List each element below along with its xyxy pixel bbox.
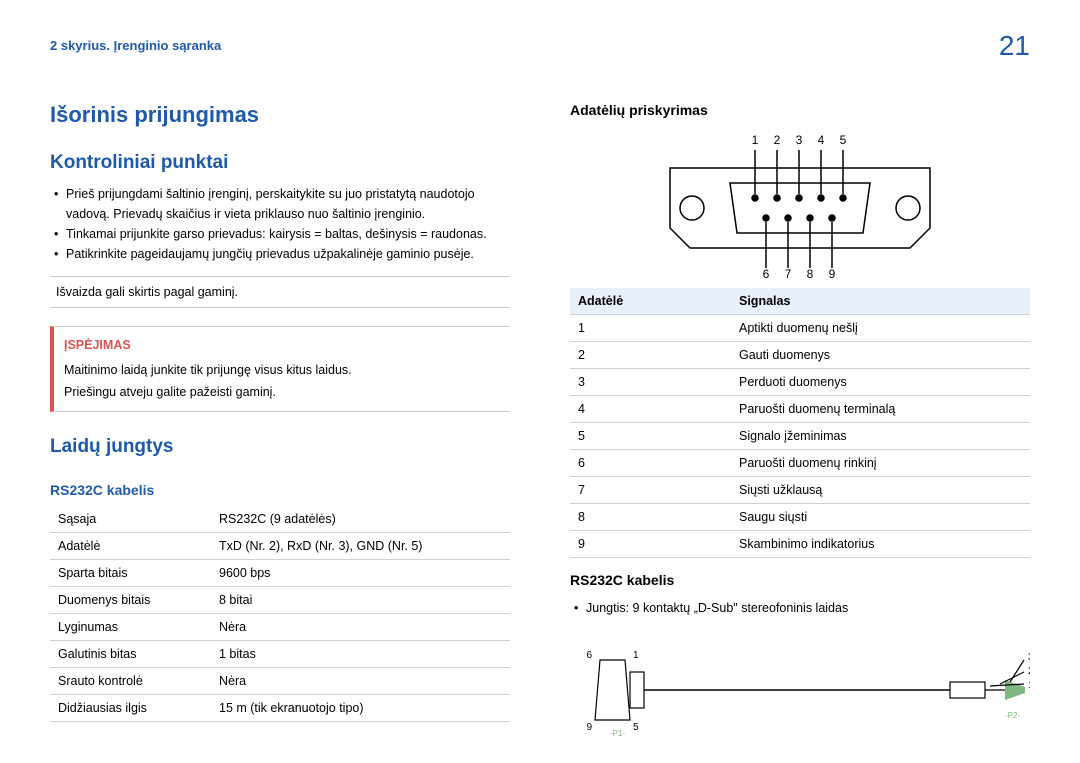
right-column: Adatėlių priskyrimas [570,102,1030,743]
table-row: 4Paruošti duomenų terminalą [570,396,1030,423]
pin-label: 1 [752,133,759,147]
table-cell: Gauti duomenys [731,342,1030,369]
table-cell: 9 [570,531,731,558]
table-cell: Skambinimo indikatorius [731,531,1030,558]
table-cell: Paruošti duomenų rinkinį [731,450,1030,477]
table-row: 5Signalo įžeminimas [570,423,1030,450]
page-number: 21 [999,30,1030,62]
table-cell: Lyginumas [50,613,211,640]
section-heading-cables: Laidų jungtys [50,436,510,458]
heading-rs232c-cable: RS232C kabelis [570,572,1030,588]
table-row: Duomenys bitais8 bitai [50,586,510,613]
cable-label: 2 [1028,666,1030,677]
cable-label: 3 [1028,652,1030,663]
warning-box: ĮSPĖJIMAS Maitinimo laidą junkite tik pr… [50,326,510,412]
warning-line: Priešingu atveju galite pažeisti gaminį. [64,382,500,403]
table-cell: 5 [570,423,731,450]
pin-label: 6 [763,267,770,278]
table-row: Srauto kontrolėNėra [50,667,510,694]
table-row: SąsajaRS232C (9 adatėlės) [50,506,510,533]
table-cell: 3 [570,369,731,396]
table-cell: Aptikti duomenų nešlį [731,315,1030,342]
left-column: Išorinis prijungimas Kontroliniai punkta… [50,102,510,743]
table-cell: 1 [570,315,731,342]
bullet-item: Prieš prijungdami šaltinio įrenginį, per… [50,184,510,224]
spec-table: SąsajaRS232C (9 adatėlės)AdatėlėTxD (Nr.… [50,506,510,722]
pin-table-header: Signalas [731,288,1030,315]
control-bullets: Prieš prijungdami šaltinio įrenginį, per… [50,184,510,264]
table-row: 1Aptikti duomenų nešlį [570,315,1030,342]
table-cell: 8 [570,504,731,531]
table-cell: 15 m (tik ekranuotojo tipo) [211,694,510,721]
cable-label: 9 [586,722,592,733]
table-cell: Siųsti užklausą [731,477,1030,504]
table-row: AdatėlėTxD (Nr. 2), RxD (Nr. 3), GND (Nr… [50,532,510,559]
pin-label: 7 [785,267,792,278]
table-row: Didžiausias ilgis15 m (tik ekranuotojo t… [50,694,510,721]
table-row: Sparta bitais9600 bps [50,559,510,586]
table-cell: Signalo įžeminimas [731,423,1030,450]
bullet-item: Patikrinkite pageidaujamų jungčių prieva… [50,244,510,264]
table-cell: Duomenys bitais [50,586,211,613]
pin-label: 8 [807,267,814,278]
table-cell: Didžiausias ilgis [50,694,211,721]
dsub-connector-diagram: 1 2 3 4 5 6 7 8 9 [630,128,970,278]
pin-table: Adatėlė Signalas 1Aptikti duomenų nešlį2… [570,288,1030,558]
table-row: 6Paruošti duomenų rinkinį [570,450,1030,477]
table-cell: 7 [570,477,731,504]
table-cell: TxD (Nr. 2), RxD (Nr. 3), GND (Nr. 5) [211,532,510,559]
bullet-item: Jungtis: 9 kontaktų „D-Sub" stereofonini… [570,598,1030,618]
page-title: Išorinis prijungimas [50,102,510,128]
table-cell: Nėra [211,613,510,640]
section-heading-control: Kontroliniai punktai [50,152,510,174]
cable-label: 1 [1028,680,1030,691]
bullet-item: Tinkamai prijunkite garso prievadus: kai… [50,224,510,244]
pin-label: 3 [796,133,803,147]
table-row: 3Perduoti duomenys [570,369,1030,396]
table-cell: Sąsaja [50,506,211,533]
table-cell: Paruošti duomenų terminalą [731,396,1030,423]
cable-diagram: 6 1 9 5 3 2 1 -P1- -P2- [570,640,1030,740]
pin-label: 4 [818,133,825,147]
table-cell: 8 bitai [211,586,510,613]
page-header: 2 skyrius. Įrenginio sąranka 21 [50,30,1030,62]
cable-label: 5 [633,722,639,733]
cable-label: 1 [633,650,639,661]
table-cell: 9600 bps [211,559,510,586]
table-cell: Perduoti duomenys [731,369,1030,396]
table-row: LyginumasNėra [50,613,510,640]
warning-title: ĮSPĖJIMAS [64,335,500,356]
table-cell: 2 [570,342,731,369]
p2-label: -P2- [1005,711,1020,720]
cable-label: 6 [586,650,592,661]
pin-label: 5 [840,133,847,147]
table-cell: Saugu siųsti [731,504,1030,531]
warning-line: Maitinimo laidą junkite tik prijungę vis… [64,360,500,381]
subheading-rs232c: RS232C kabelis [50,482,510,498]
breadcrumb: 2 skyrius. Įrenginio sąranka [50,38,221,53]
pin-label: 2 [774,133,781,147]
note-box: Išvaizda gali skirtis pagal gaminį. [50,276,510,308]
p1-label: -P1- [610,729,625,738]
table-cell: 1 bitas [211,640,510,667]
pin-label: 9 [829,267,836,278]
table-row: 2Gauti duomenys [570,342,1030,369]
heading-pin-assignment: Adatėlių priskyrimas [570,102,1030,118]
table-cell: Galutinis bitas [50,640,211,667]
table-row: 7Siųsti užklausą [570,477,1030,504]
table-row: Galutinis bitas1 bitas [50,640,510,667]
pin-table-header: Adatėlė [570,288,731,315]
table-cell: 6 [570,450,731,477]
table-cell: Srauto kontrolė [50,667,211,694]
table-cell: Adatėlė [50,532,211,559]
table-cell: 4 [570,396,731,423]
table-cell: Nėra [211,667,510,694]
table-cell: Sparta bitais [50,559,211,586]
table-row: 8Saugu siųsti [570,504,1030,531]
table-row: 9Skambinimo indikatorius [570,531,1030,558]
cable-bullets: Jungtis: 9 kontaktų „D-Sub" stereofonini… [570,598,1030,618]
table-cell: RS232C (9 adatėlės) [211,506,510,533]
